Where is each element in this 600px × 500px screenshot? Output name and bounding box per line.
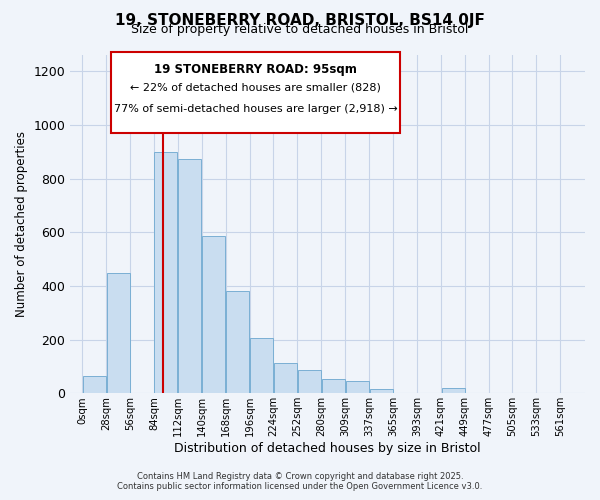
Bar bbox=[83, 376, 106, 394]
Text: Contains public sector information licensed under the Open Government Licence v3: Contains public sector information licen… bbox=[118, 482, 482, 491]
Bar bbox=[370, 390, 394, 394]
Text: 19 STONEBERRY ROAD: 95sqm: 19 STONEBERRY ROAD: 95sqm bbox=[154, 64, 357, 76]
Bar bbox=[178, 159, 202, 394]
Bar bbox=[154, 152, 178, 394]
Text: ← 22% of detached houses are smaller (828): ← 22% of detached houses are smaller (82… bbox=[130, 82, 381, 92]
Bar bbox=[202, 236, 225, 394]
FancyBboxPatch shape bbox=[112, 52, 400, 133]
Bar bbox=[322, 379, 345, 394]
Bar bbox=[226, 292, 249, 394]
Bar bbox=[107, 273, 130, 394]
Text: Contains HM Land Registry data © Crown copyright and database right 2025.: Contains HM Land Registry data © Crown c… bbox=[137, 472, 463, 481]
Text: Size of property relative to detached houses in Bristol: Size of property relative to detached ho… bbox=[131, 22, 469, 36]
Y-axis label: Number of detached properties: Number of detached properties bbox=[15, 131, 28, 317]
Bar bbox=[442, 388, 465, 394]
Bar bbox=[274, 363, 297, 394]
Text: 77% of semi-detached houses are larger (2,918) →: 77% of semi-detached houses are larger (… bbox=[114, 104, 397, 114]
X-axis label: Distribution of detached houses by size in Bristol: Distribution of detached houses by size … bbox=[175, 442, 481, 455]
Bar bbox=[346, 381, 370, 394]
Bar bbox=[250, 338, 273, 394]
Bar bbox=[298, 370, 321, 394]
Text: 19, STONEBERRY ROAD, BRISTOL, BS14 0JF: 19, STONEBERRY ROAD, BRISTOL, BS14 0JF bbox=[115, 12, 485, 28]
